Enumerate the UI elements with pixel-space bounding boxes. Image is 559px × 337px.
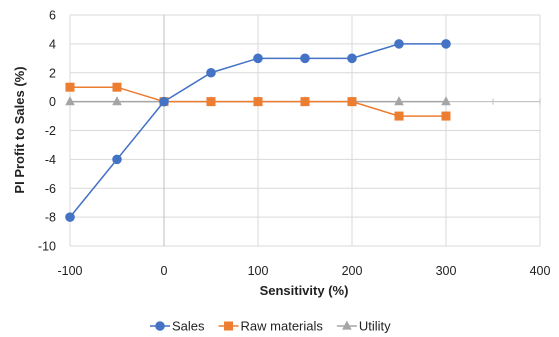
y-tick-label: -4 [45,153,56,167]
data-point-raw-materials [394,111,404,121]
legend-item-raw-materials: Raw materials [218,319,324,334]
data-point-utility [65,96,75,106]
y-tick-label: 0 [49,95,56,109]
legend-marker-sales [155,321,165,331]
y-tick-label: -10 [38,240,56,254]
x-axis-title: Sensitivity (%) [260,283,349,298]
data-point-sales [206,67,216,78]
y-axis-ticks: -10 -8 -6 -4 -2 0 2 4 6 [38,9,56,254]
data-point-utility [112,96,122,106]
data-point-utility [441,96,451,106]
data-point-raw-materials [112,82,122,92]
data-point-raw-materials [65,82,75,92]
legend-marker-raw-materials [224,321,234,331]
y-tick-label: -6 [45,182,56,196]
y-tick-label: 2 [49,66,56,80]
legend: Sales Raw materials Utility [150,319,391,334]
data-point-raw-materials [347,97,357,107]
data-point-sales [253,53,263,64]
x-tick-label: 100 [248,264,269,278]
x-tick-label: 300 [436,264,457,278]
legend-label: Raw materials [241,319,324,334]
x-axis-ticks: -100 0 100 200 300 400 [57,264,550,278]
data-point-raw-materials [253,97,263,107]
legend-item-utility: Utility [336,319,391,334]
data-point-sales [300,53,310,64]
y-tick-label: 6 [49,9,56,23]
data-point-raw-materials [441,111,451,121]
data-point-utility [394,96,404,106]
y-tick-label: -8 [45,211,56,225]
legend-item-sales: Sales [150,319,205,334]
data-point-raw-materials [206,97,216,107]
legend-marker-utility [342,320,352,330]
data-point-sales [159,96,169,107]
data-point-sales [65,212,75,222]
data-point-raw-materials [300,97,310,107]
data-point-sales [347,53,357,64]
x-tick-label: -100 [57,264,82,278]
series-sales [65,39,451,222]
legend-label: Utility [359,319,391,334]
y-axis-title: PI Profit to Sales (%) [12,66,27,193]
data-point-sales [394,39,404,49]
data-point-sales [112,154,122,165]
series-layer [65,39,451,222]
legend-label: Sales [172,319,205,334]
x-tick-label: 200 [342,264,363,278]
x-tick-label: 0 [161,264,168,278]
y-tick-label: -2 [45,124,56,138]
data-point-sales [441,39,451,49]
y-tick-label: 4 [49,37,56,51]
x-tick-label: 400 [530,264,551,278]
